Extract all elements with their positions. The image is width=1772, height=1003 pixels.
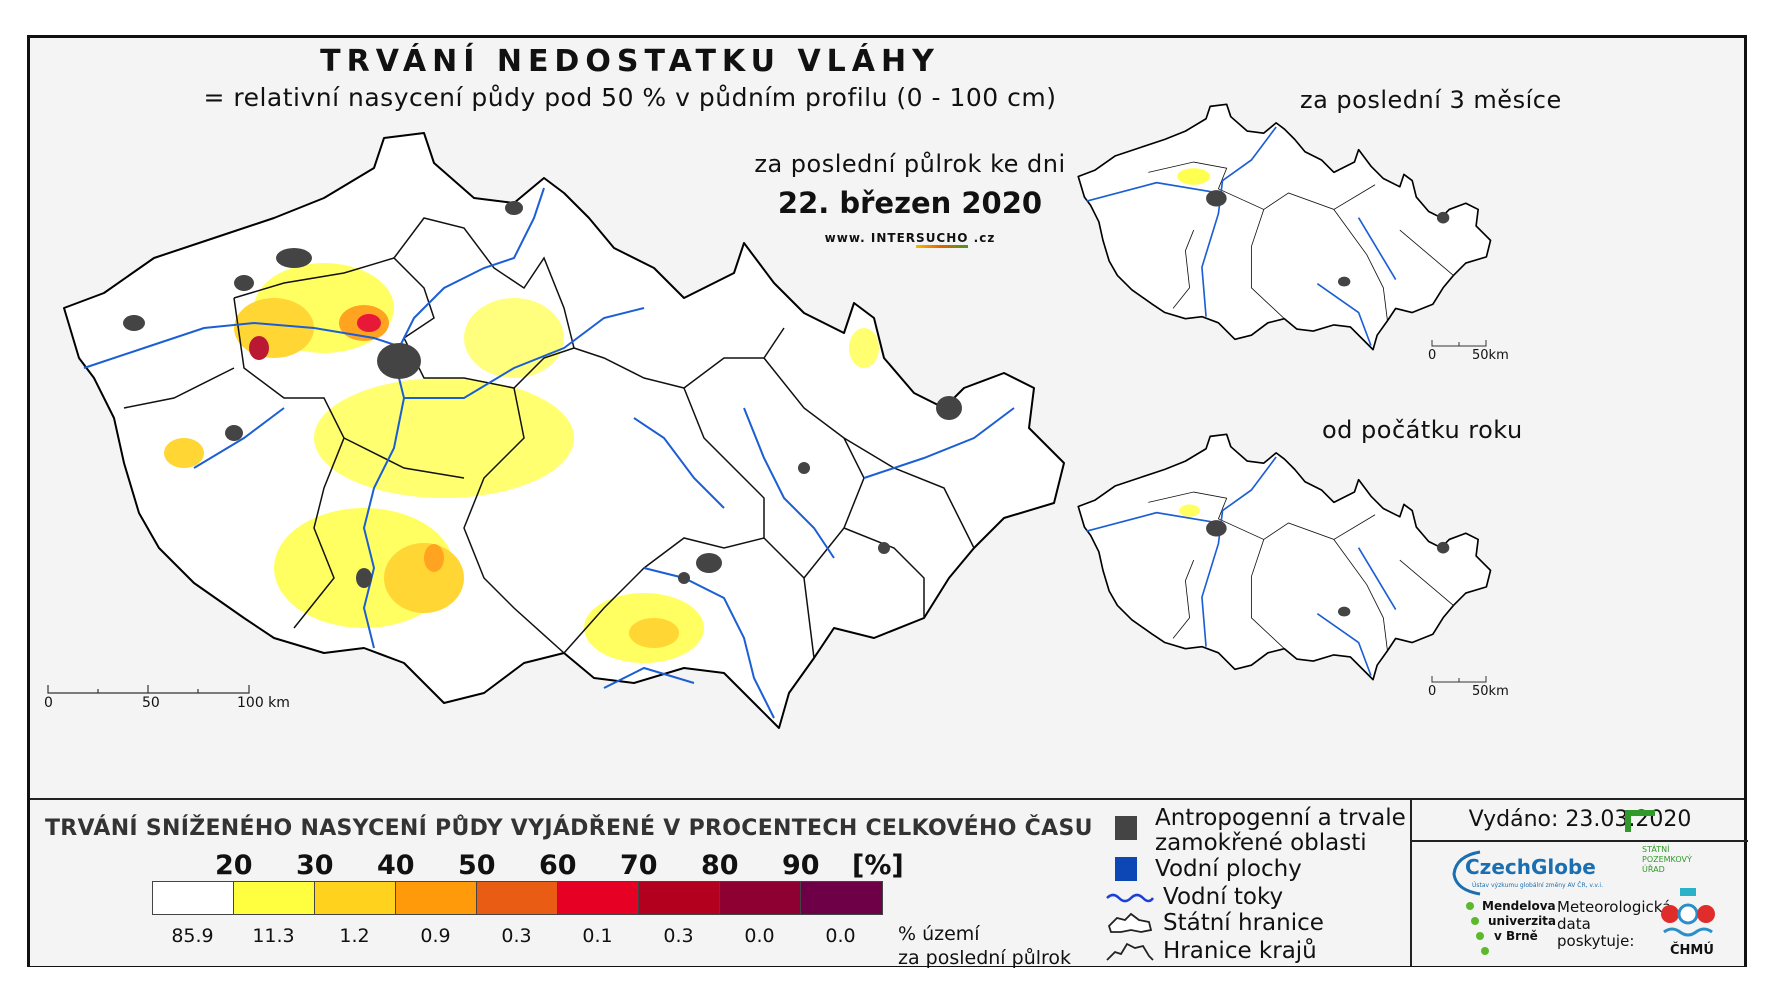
inset-top-scale-50: 50km xyxy=(1472,348,1509,363)
inset-top-scale-bar xyxy=(1431,340,1487,347)
water-bodies-label: Vodní plochy xyxy=(1155,856,1302,882)
map-subtitle: = relativní nasycení půdy pod 50 % v půd… xyxy=(203,83,1057,112)
main-scale-bar xyxy=(47,685,250,694)
chmu-logo-icon xyxy=(1661,888,1715,937)
anthropogenic-text: Antropogenní a trvale zamokřené oblasti xyxy=(1155,806,1406,856)
inset-map-bottom xyxy=(1077,433,1492,681)
legend-area-3: 0.9 xyxy=(420,925,451,947)
legend-rivers: Vodní toky xyxy=(1105,884,1283,910)
legend-panel: TRVÁNÍ SNÍŽENÉHO NASYCENÍ PŮDY VYJÁDŘENÉ… xyxy=(30,798,1748,969)
legend-swatch-6 xyxy=(639,882,720,914)
legend-tick-50: 50 xyxy=(458,850,496,881)
rivers-label: Vodní toky xyxy=(1163,884,1284,910)
legend-swatch-2 xyxy=(315,882,396,914)
legend-area-note: % území za poslední půlrok xyxy=(898,922,1071,970)
legend-tick-40: 40 xyxy=(377,850,415,881)
state-border-label: Státní hranice xyxy=(1163,910,1324,936)
legend-title: TRVÁNÍ SNÍŽENÉHO NASYCENÍ PŮDY VYJÁDŘENÉ… xyxy=(45,816,1093,841)
issued-date: Vydáno: 23.03.2020 xyxy=(1412,800,1748,842)
main-scale-100: 100 km xyxy=(237,695,290,711)
czechglobe-subtitle: Ústav výzkumu globální změny AV ČR, v.v.… xyxy=(1472,882,1603,889)
legend-swatch-8 xyxy=(801,882,882,914)
spu-logo-text: STÁTNÍ POZEMKOVÝ ÚŘAD xyxy=(1642,845,1692,875)
legend-state-border: Státní hranice xyxy=(1105,910,1324,936)
meteo-line1: Meteorologická xyxy=(1557,898,1672,916)
inset-bottom-label: od počátku roku xyxy=(1322,416,1523,444)
legend-color-bar xyxy=(152,881,883,915)
river-symbol xyxy=(1106,893,1155,903)
inset-bottom-scale-bar xyxy=(1431,676,1487,683)
legend-swatch-4 xyxy=(477,882,558,914)
legend-area-0: 85.9 xyxy=(171,925,214,947)
legend-anthropogenic: Antropogenní a trvale zamokřené oblasti xyxy=(1115,806,1406,856)
region-border-symbol xyxy=(1106,942,1154,961)
website-prefix: www. xyxy=(824,231,866,245)
mendel-logo-text: Mendelova univerzita v Brně xyxy=(1482,899,1556,944)
anthropogenic-line2: zamokřené oblasti xyxy=(1155,830,1367,856)
legend-area-5: 0.1 xyxy=(582,925,613,947)
legend-tick-30: 30 xyxy=(296,850,334,881)
anthropogenic-swatch xyxy=(1115,816,1137,840)
mendel-line2: univerzita xyxy=(1488,914,1557,928)
inset-bottom-scale-0: 0 xyxy=(1428,684,1437,699)
inset-top-scale-0: 0 xyxy=(1428,348,1437,363)
map-title: TRVÁNÍ NEDOSTATKU VLÁHY xyxy=(320,44,940,79)
legend-area-4: 0.3 xyxy=(501,925,532,947)
mendel-line1: Mendelova xyxy=(1482,899,1556,913)
drought-patches xyxy=(164,263,879,663)
meteo-line2: data xyxy=(1557,915,1591,933)
meteo-provider-note: Meteorologická data poskytuje: xyxy=(1557,899,1671,950)
water-body-swatch xyxy=(1115,857,1137,881)
main-scale-50: 50 xyxy=(142,695,160,711)
anthropogenic-line1: Antropogenní a trvale xyxy=(1155,805,1406,831)
legend-swatch-0 xyxy=(153,882,234,914)
spu-line2: POZEMKOVÝ xyxy=(1642,855,1692,864)
legend-tick-90: 90 xyxy=(782,850,820,881)
mendel-line3: v Brně xyxy=(1494,929,1538,943)
legend-water-bodies: Vodní plochy xyxy=(1115,856,1302,882)
legend-tick-80: 80 xyxy=(701,850,739,881)
spu-logo-icon xyxy=(1625,810,1655,832)
region-border-label: Hranice krajů xyxy=(1163,938,1317,964)
inset-bottom-scale-50: 50km xyxy=(1472,684,1509,699)
czechglobe-logo: CzechGlobe xyxy=(1465,855,1596,879)
map-frame: TRVÁNÍ NEDOSTATKU VLÁHY = relativní nasy… xyxy=(27,35,1748,969)
legend-tick-60: 60 xyxy=(539,850,577,881)
legend-tick-20: 20 xyxy=(215,850,253,881)
main-map xyxy=(47,132,1065,729)
legend-area-6: 0.3 xyxy=(663,925,694,947)
main-scale-0: 0 xyxy=(44,695,53,711)
legend-tick-70: 70 xyxy=(620,850,658,881)
legend-unit: [%] xyxy=(852,850,904,881)
legend-area-8: 0.0 xyxy=(825,925,856,947)
legend-area-note-1: % území xyxy=(898,923,980,945)
state-border-symbol xyxy=(1107,912,1153,933)
inset-map-top xyxy=(1077,103,1492,351)
legend-area-1: 11.3 xyxy=(252,925,295,947)
website-intro: INTER xyxy=(870,231,917,245)
region-borders xyxy=(123,217,975,659)
legend-swatch-7 xyxy=(720,882,801,914)
legend-region-border: Hranice krajů xyxy=(1105,938,1317,964)
spu-line1: STÁTNÍ xyxy=(1642,845,1670,854)
date-label: 22. březen 2020 xyxy=(777,186,1043,220)
website-link[interactable]: www. INTERSUCHO .cz xyxy=(790,231,1030,248)
spu-line3: ÚŘAD xyxy=(1642,865,1665,874)
website-suffix: .cz xyxy=(973,231,996,245)
meteo-line3: poskytuje: xyxy=(1557,932,1635,950)
czechglobe-swoosh xyxy=(1452,850,1481,896)
chmu-logo-text: ČHMÚ xyxy=(1670,943,1714,958)
period-label: za poslední půlrok ke dni xyxy=(754,150,1066,178)
legend-swatch-1 xyxy=(234,882,315,914)
legend-separator xyxy=(1410,800,1412,966)
legend-area-2: 1.2 xyxy=(339,925,370,947)
mendel-logo-icon xyxy=(1466,902,1489,955)
website-highlight: SUCHO xyxy=(916,231,969,248)
inset-top-label: za poslední 3 měsíce xyxy=(1300,86,1562,114)
legend-area-note-2: za poslední půlrok xyxy=(898,947,1072,969)
legend-swatch-3 xyxy=(396,882,477,914)
anthropogenic-areas xyxy=(123,201,962,588)
legend-swatch-5 xyxy=(558,882,639,914)
legend-area-7: 0.0 xyxy=(744,925,775,947)
